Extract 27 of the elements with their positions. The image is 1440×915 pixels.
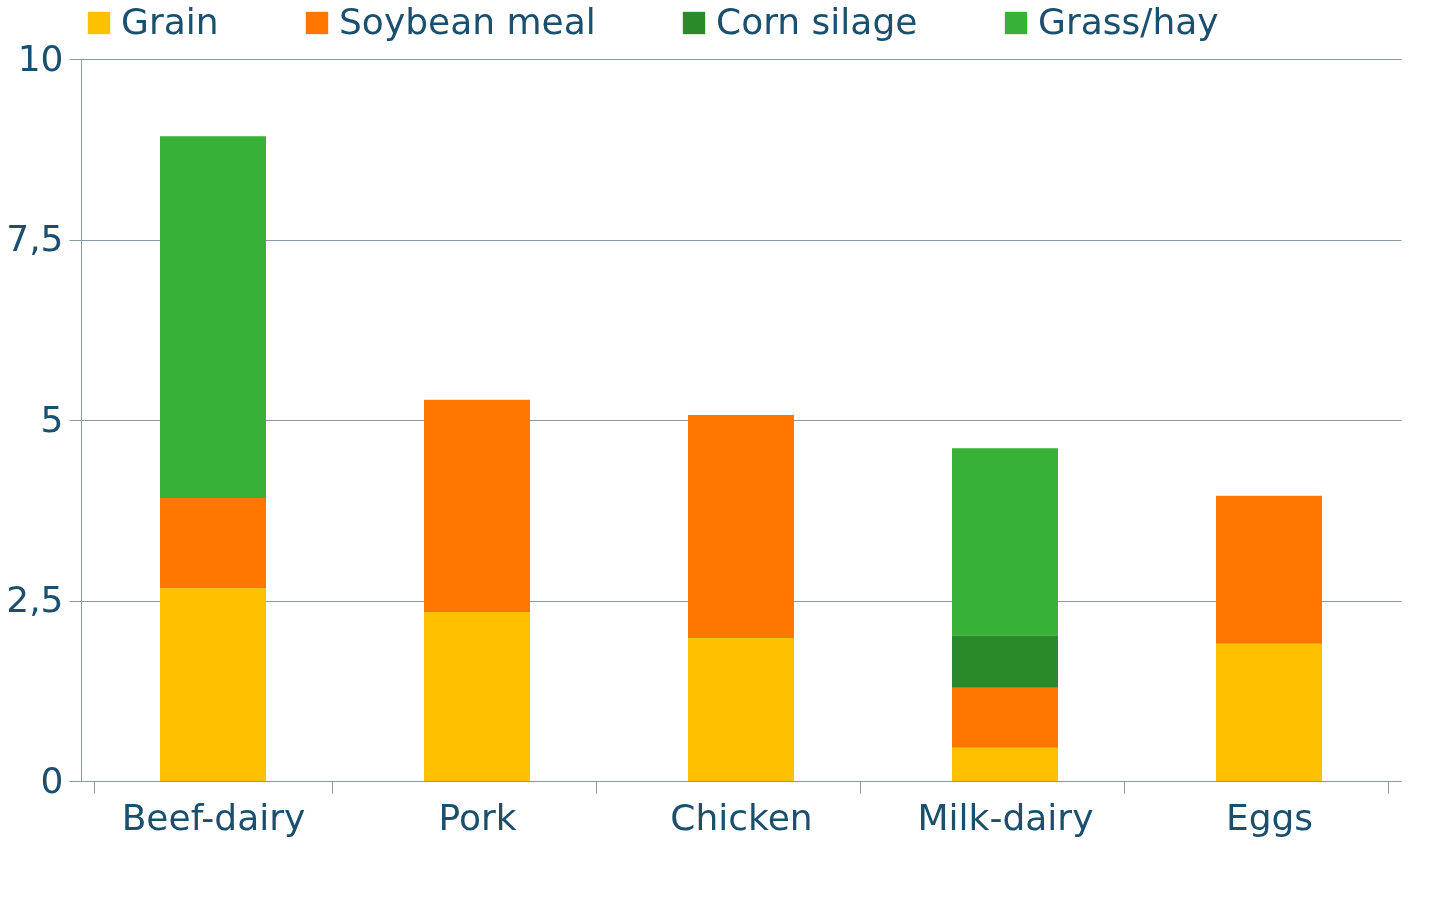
bar	[952, 635, 1058, 688]
bar	[688, 638, 794, 781]
x-tick-label: Beef-dairy	[121, 796, 306, 838]
legend-label: Grass/hay	[1038, 1, 1219, 42]
bar	[952, 448, 1058, 636]
x-tick-label: Pork	[438, 796, 517, 838]
bar	[160, 136, 266, 498]
y-tick-label: 7,5	[6, 218, 64, 259]
bar	[688, 414, 794, 639]
bar	[160, 588, 266, 781]
bar	[952, 687, 1058, 748]
bar	[1216, 643, 1322, 781]
legend-label: Soybean meal	[339, 1, 596, 42]
bar	[160, 497, 266, 589]
x-tick-label: Eggs	[1225, 796, 1314, 838]
legend-label: Grain	[121, 1, 219, 42]
y-tick-label: 10	[17, 37, 64, 79]
x-tick-label: Chicken	[670, 796, 813, 838]
bar	[1216, 495, 1322, 644]
bar	[424, 399, 530, 613]
bar	[424, 612, 530, 781]
bar	[952, 747, 1058, 781]
x-tick-label: Milk-dairy	[917, 796, 1094, 838]
y-tick-label: 2,5	[6, 579, 64, 620]
legend-label: Corn silage	[716, 1, 918, 42]
y-tick-label: 5	[40, 398, 64, 440]
y-tick-label: 0	[40, 759, 64, 801]
